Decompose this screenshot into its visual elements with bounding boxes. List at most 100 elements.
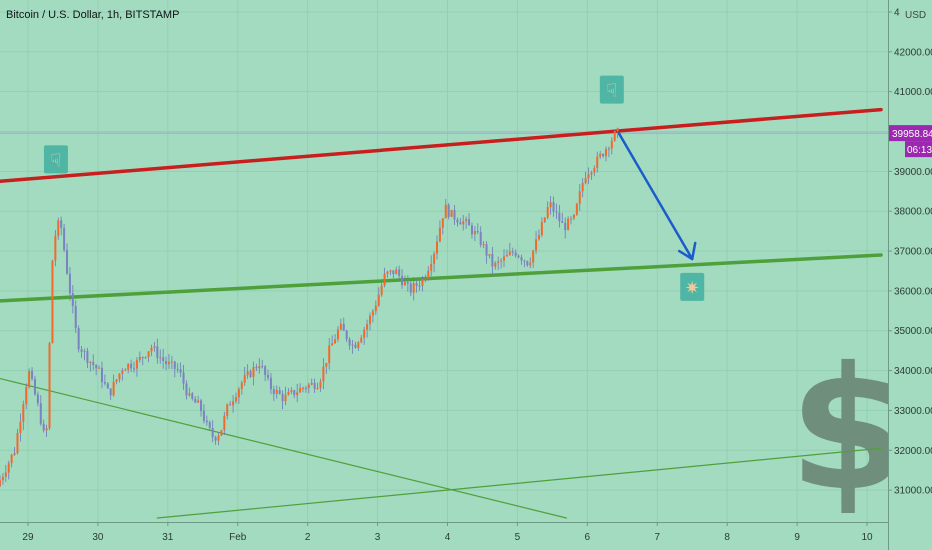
candle-bullish[interactable] (380, 281, 383, 297)
candle-bearish[interactable] (214, 435, 217, 445)
candle-bullish[interactable] (121, 367, 124, 381)
candle-bullish[interactable] (310, 378, 313, 386)
candle-bullish[interactable] (299, 383, 302, 393)
pointing-down-hand-icon[interactable]: ☟ (43, 145, 68, 174)
candle-bullish[interactable] (316, 382, 319, 390)
candle-bullish[interactable] (150, 344, 153, 357)
candle-bullish[interactable] (16, 428, 19, 455)
candle-bullish[interactable] (403, 275, 406, 286)
candle-bullish[interactable] (430, 255, 433, 277)
candle-bullish[interactable] (252, 361, 255, 386)
candle-bullish[interactable] (167, 353, 170, 369)
candle-bullish[interactable] (503, 249, 506, 268)
candle-bullish[interactable] (369, 312, 371, 331)
candle-bullish[interactable] (537, 229, 540, 241)
candle-bullish[interactable] (240, 380, 243, 395)
candle-bullish[interactable] (118, 373, 121, 383)
candle-bullish[interactable] (144, 356, 147, 360)
candle-bearish[interactable] (71, 285, 74, 314)
candle-bullish[interactable] (1, 472, 4, 485)
candle-bullish[interactable] (258, 358, 261, 374)
candle-bearish[interactable] (173, 360, 176, 378)
candle-bullish[interactable] (138, 351, 141, 363)
candle-bearish[interactable] (278, 386, 281, 395)
candle-bearish[interactable] (342, 317, 345, 331)
candle-bullish[interactable] (441, 218, 444, 235)
candle-bullish[interactable] (89, 361, 92, 372)
candle-bearish[interactable] (229, 400, 232, 406)
candle-bullish[interactable] (607, 146, 610, 158)
candle-bullish[interactable] (159, 349, 162, 364)
candle-bullish[interactable] (444, 198, 447, 219)
candle-bullish[interactable] (331, 335, 334, 346)
candle-bullish[interactable] (45, 424, 48, 438)
candle-bearish[interactable] (269, 372, 272, 395)
candle-bullish[interactable] (374, 300, 377, 315)
candle-bullish[interactable] (217, 432, 220, 446)
candle-bearish[interactable] (348, 337, 351, 350)
candle-bullish[interactable] (508, 242, 511, 256)
candle-bearish[interactable] (345, 329, 348, 343)
resistance-trendline[interactable] (0, 107, 883, 184)
candle-bearish[interactable] (261, 359, 264, 369)
candle-bearish[interactable] (80, 345, 83, 358)
candle-bearish[interactable] (511, 247, 514, 257)
candle-bearish[interactable] (401, 269, 404, 289)
candle-bearish[interactable] (162, 348, 165, 369)
candle-bearish[interactable] (514, 249, 517, 258)
candle-bullish[interactable] (438, 220, 441, 243)
forecast-arrow[interactable] (617, 131, 694, 261)
candle-bearish[interactable] (42, 419, 45, 433)
candle-bearish[interactable] (194, 396, 197, 403)
candle-bullish[interactable] (604, 146, 607, 162)
candle-bearish[interactable] (95, 363, 98, 376)
candle-bullish[interactable] (572, 213, 575, 221)
candle-bearish[interactable] (491, 246, 494, 276)
trendline-lower-ascending[interactable] (156, 447, 882, 519)
candle-bearish[interactable] (68, 266, 71, 301)
candle-bullish[interactable] (532, 249, 535, 268)
candle-bearish[interactable] (100, 361, 103, 389)
candle-bearish[interactable] (156, 338, 159, 364)
candle-bullish[interactable] (584, 171, 587, 185)
candle-bearish[interactable] (526, 260, 529, 267)
candle-bullish[interactable] (351, 340, 354, 354)
candle-bullish[interactable] (596, 151, 599, 173)
candle-bullish[interactable] (147, 351, 150, 363)
candle-bullish[interactable] (98, 365, 101, 369)
candle-bearish[interactable] (200, 398, 203, 417)
candle-bullish[interactable] (366, 319, 369, 338)
candle-bearish[interactable] (602, 152, 605, 158)
candle-bullish[interactable] (421, 275, 424, 292)
candle-bullish[interactable] (51, 259, 54, 344)
candle-bullish[interactable] (322, 358, 325, 390)
candle-bullish[interactable] (127, 363, 130, 374)
candle-bullish[interactable] (220, 429, 223, 437)
candle-bullish[interactable] (25, 383, 28, 410)
candle-bearish[interactable] (211, 420, 214, 443)
candle-bearish[interactable] (36, 391, 39, 407)
candle-bullish[interactable] (275, 385, 278, 399)
candle-bullish[interactable] (325, 362, 328, 374)
candle-bearish[interactable] (406, 275, 409, 292)
candle-bullish[interactable] (599, 150, 602, 160)
candle-bearish[interactable] (264, 365, 267, 382)
candle-bullish[interactable] (482, 241, 485, 249)
candle-bearish[interactable] (398, 265, 401, 281)
candle-bullish[interactable] (19, 413, 22, 442)
candle-bullish[interactable] (339, 318, 342, 331)
candle-bullish[interactable] (613, 129, 616, 142)
candle-bullish[interactable] (319, 378, 322, 392)
candle-bearish[interactable] (109, 388, 112, 401)
candle-bullish[interactable] (377, 287, 380, 307)
candle-bullish[interactable] (112, 374, 115, 397)
candle-bullish[interactable] (197, 395, 200, 403)
candle-bullish[interactable] (581, 178, 584, 198)
candle-bullish[interactable] (395, 266, 398, 275)
candle-bullish[interactable] (473, 225, 476, 242)
candle-bullish[interactable] (462, 214, 465, 231)
candle-bearish[interactable] (133, 361, 136, 373)
candle-bullish[interactable] (226, 403, 229, 420)
candle-bullish[interactable] (334, 333, 337, 344)
candle-bearish[interactable] (179, 362, 182, 378)
